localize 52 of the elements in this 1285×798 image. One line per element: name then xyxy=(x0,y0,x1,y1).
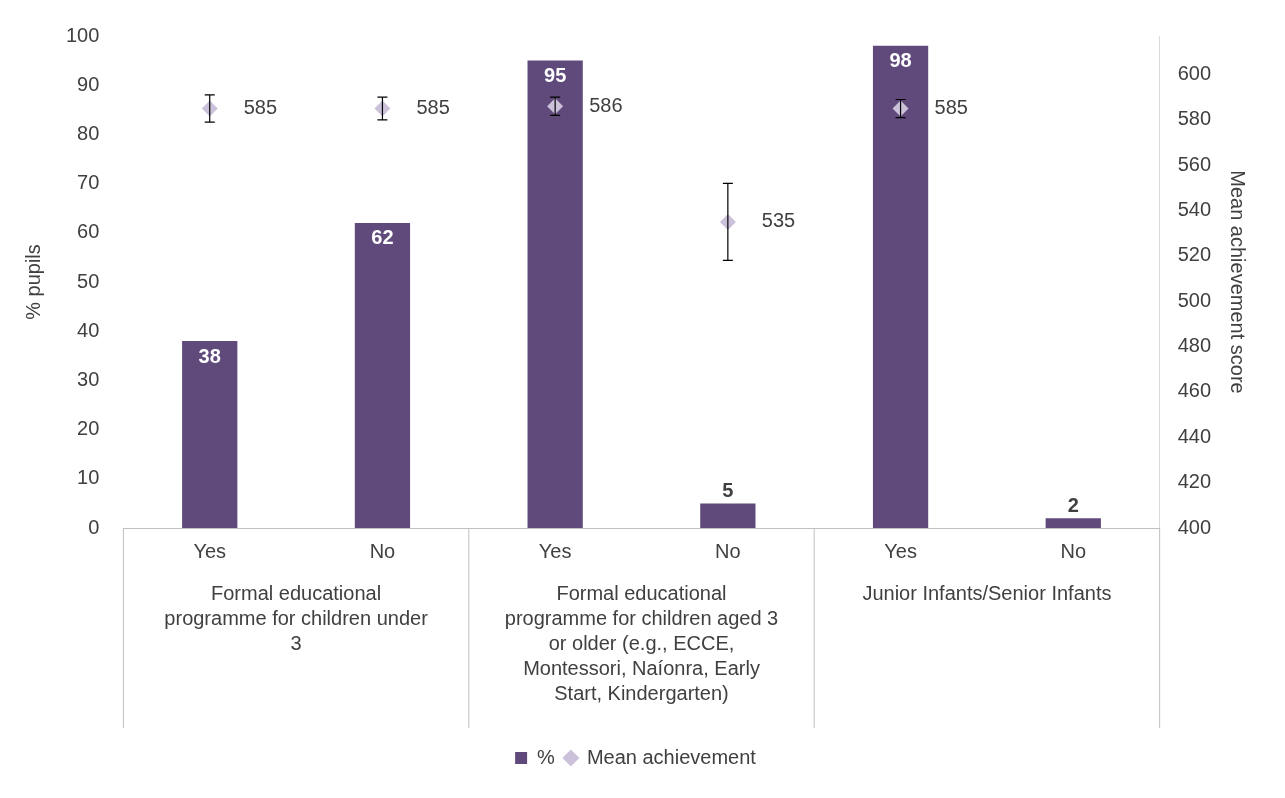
data-label: 585 xyxy=(416,96,450,119)
bar xyxy=(527,60,583,528)
data-label: 535 xyxy=(761,209,796,232)
data-label: 5 xyxy=(722,478,734,501)
legend-label: % xyxy=(537,745,556,768)
y2-tick-label: 540 xyxy=(1177,198,1212,221)
y-tick-label: 100 xyxy=(65,23,100,46)
data-label: 95 xyxy=(544,64,567,87)
y-tick-label: 60 xyxy=(77,220,100,243)
y2-tick-label: 580 xyxy=(1177,107,1212,130)
y2-tick-label: 500 xyxy=(1177,288,1212,311)
y-tick-label: 20 xyxy=(77,417,100,440)
x-tick-label: No xyxy=(1060,539,1087,562)
text: Formal educational programme for children aged 3 or older (e.g., ECCE, Montessori, Naíonra, Early Start, Kindergarten) xyxy=(504,581,779,704)
x-tick-label: No xyxy=(715,539,741,562)
y-tick-label: 50 xyxy=(77,269,100,292)
data-label: 586 xyxy=(589,93,623,116)
y-tick-label: 70 xyxy=(77,171,100,194)
bar xyxy=(1045,518,1101,528)
bar xyxy=(182,341,238,528)
bar xyxy=(700,503,756,528)
y-axis-title: % pupils xyxy=(21,244,44,320)
y2-tick-label: 420 xyxy=(1177,470,1212,493)
text: Junior Infants/Senior Infants xyxy=(862,581,1112,604)
bar xyxy=(354,222,411,528)
bar xyxy=(872,45,929,528)
y-tick-label: 90 xyxy=(77,72,100,95)
data-label: 98 xyxy=(889,49,912,72)
x-tick-label: Yes xyxy=(884,539,917,562)
y-tick-label: 0 xyxy=(88,515,100,538)
y2-tick-label: 440 xyxy=(1177,424,1212,447)
text: Formal educational programme for children under 3 xyxy=(164,581,429,654)
data-label: 38 xyxy=(198,344,221,367)
legend-label: Mean achievement xyxy=(586,745,757,768)
x-tick-label: Yes xyxy=(538,539,572,562)
y2-tick-label: 460 xyxy=(1177,379,1212,402)
y2-axis-title: Mean achievement score xyxy=(1227,170,1250,394)
y-tick-label: 30 xyxy=(77,367,100,390)
data-label: 585 xyxy=(934,96,968,119)
data-label: 62 xyxy=(371,226,394,249)
y2-tick-label: 520 xyxy=(1177,243,1212,266)
y2-tick-label: 600 xyxy=(1177,62,1212,85)
y-tick-label: 10 xyxy=(77,466,100,489)
y-tick-label: 40 xyxy=(77,318,100,341)
x-tick-label: Yes xyxy=(193,539,227,562)
y2-tick-label: 560 xyxy=(1177,152,1212,175)
y-tick-label: 80 xyxy=(77,121,100,144)
x-tick-label: No xyxy=(369,539,396,562)
data-label: 585 xyxy=(243,96,278,119)
data-label: 2 xyxy=(1067,493,1079,516)
y2-tick-label: 480 xyxy=(1177,334,1212,357)
y2-tick-label: 400 xyxy=(1177,515,1212,538)
